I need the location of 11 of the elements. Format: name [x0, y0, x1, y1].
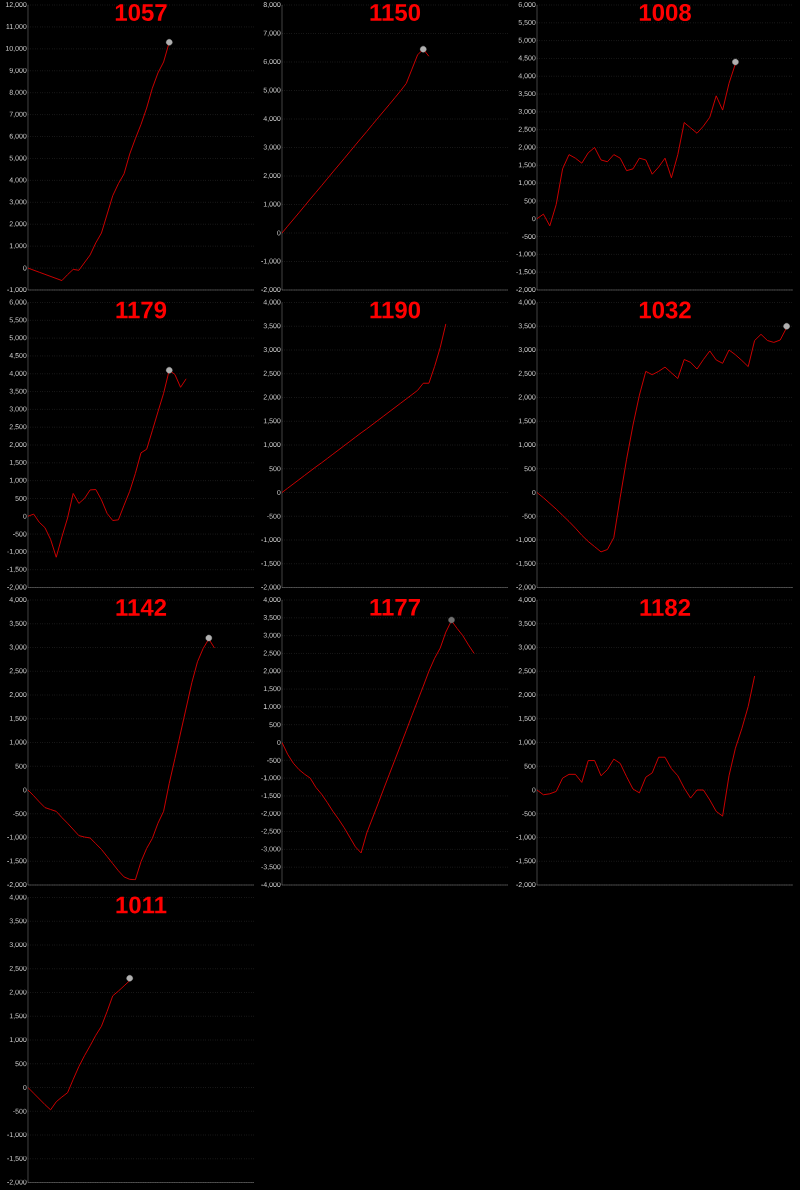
chart-title: 1190 [370, 301, 421, 319]
line-series [537, 675, 756, 817]
chart-title: 1142 [116, 598, 167, 616]
chart-title: 1182 [640, 598, 691, 616]
chart-title: 1011 [116, 896, 167, 914]
chart-title: 1177 [370, 598, 420, 616]
chart-title: 1150 [370, 3, 421, 21]
chart-title: 1179 [116, 301, 167, 319]
chart-title: 1057 [115, 3, 167, 21]
chart-title: 1032 [639, 301, 691, 319]
chart-title: 1008 [639, 3, 691, 21]
